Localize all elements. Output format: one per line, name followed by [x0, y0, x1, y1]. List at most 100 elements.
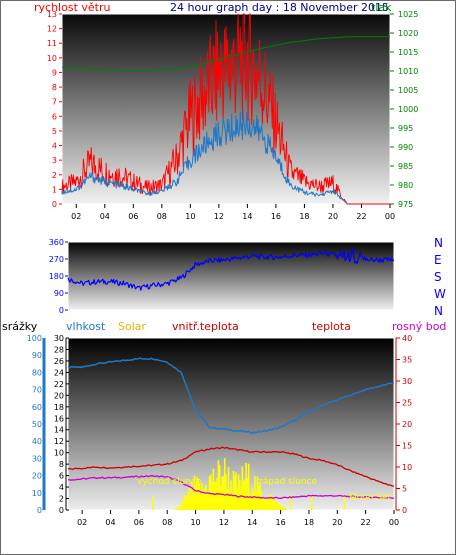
wind-x-tick-label: 12: [214, 212, 224, 221]
wind-y-tick-label: 0: [52, 200, 57, 209]
wind-y-tick-label: 2: [52, 171, 57, 180]
compass-label: W: [434, 287, 446, 301]
solar-y-tick-label: 6: [59, 472, 64, 481]
compass-label: S: [434, 270, 442, 284]
solar-y-tick-label: 20: [54, 391, 64, 400]
solar-y-tick-label: 0: [59, 506, 64, 515]
temp-x-tick-label: 14: [247, 518, 257, 527]
temp-x-tick-label: 18: [304, 518, 314, 527]
solar-y-tick-label: 18: [54, 403, 64, 412]
direction-y-tick-label: 270: [49, 255, 64, 264]
solar-y-tick-label: 2: [59, 495, 64, 504]
solar-y-tick-label: 30: [54, 334, 64, 343]
wind-x-tick-label: 04: [100, 212, 110, 221]
pressure-y-tick-label: 1010: [398, 67, 418, 76]
wind-y-tick-label: 10: [47, 54, 57, 63]
temp-y-tick-label: 35: [402, 356, 412, 365]
wind-y-tick-label: 1: [52, 185, 57, 194]
humidity-y-tick-label: 60: [32, 403, 42, 412]
temp-y-tick-label: 25: [402, 399, 412, 408]
temp-x-tick-label: 12: [219, 518, 229, 527]
temperature-panel-plot-area: [67, 337, 395, 511]
temperature-panel-layer: 0102030405060708090100024681012141618202…: [27, 334, 412, 527]
humidity-axis-label: vlhkost: [66, 320, 106, 333]
wind-speed-series-line: [61, 13, 390, 205]
dewpoint-axis-label: rosný bod: [392, 320, 446, 333]
wind-x-tick-label: 06: [128, 212, 138, 221]
temp-y-tick-label: 0: [402, 506, 407, 515]
temperature-axis-label: teplota: [312, 320, 351, 333]
moonset-annotation: Moon Set: [349, 493, 392, 503]
wind-y-tick-label: 7: [52, 98, 57, 107]
compass-label: N: [434, 236, 443, 250]
humidity-y-tick-label: 20: [32, 472, 42, 481]
sunrise-annotation: východ slunce: [137, 477, 202, 487]
wind-y-tick-label: 4: [52, 142, 57, 151]
wind-x-tick-label: 08: [157, 212, 167, 221]
solar-axis-label: Solar: [118, 320, 147, 333]
wind-direction-series-line: [67, 247, 394, 291]
solar-y-tick-label: 8: [59, 460, 64, 469]
pressure-y-tick-label: 1005: [398, 86, 418, 95]
pressure-series-line: [61, 36, 390, 72]
humidity-y-tick-label: 50: [32, 420, 42, 429]
compass-label: E: [434, 253, 442, 267]
direction-y-tick-label: 180: [49, 272, 64, 281]
wind-x-tick-label: 22: [356, 212, 366, 221]
temp-y-tick-label: 40: [402, 334, 412, 343]
solar-y-tick-label: 14: [54, 426, 64, 435]
humidity-y-tick-label: 80: [32, 368, 42, 377]
wind-x-tick-label: 20: [328, 212, 338, 221]
wind-y-tick-label: 11: [47, 39, 57, 48]
direction-y-tick-label: 90: [54, 289, 64, 298]
humidity-y-tick-label: 70: [32, 386, 42, 395]
chart-title: 24 hour graph day : 18 November 2015: [170, 1, 389, 14]
temp-x-tick-label: 10: [190, 518, 200, 527]
wind-x-tick-label: 16: [271, 212, 281, 221]
wind-x-tick-label: 00: [385, 212, 395, 221]
wind-y-tick-label: 12: [47, 25, 57, 34]
pressure-axis-label: tlak: [371, 1, 392, 14]
pressure-y-tick-label: 1015: [398, 48, 418, 57]
pressure-y-tick-label: 985: [398, 162, 413, 171]
inside-temp-axis-label: vnitř.teplota: [172, 320, 239, 333]
temp-x-tick-label: 00: [389, 518, 399, 527]
temp-y-tick-label: 10: [402, 463, 412, 472]
temp-y-tick-label: 30: [402, 377, 412, 386]
wind-y-tick-label: 13: [47, 10, 57, 19]
humidity-y-tick-label: 30: [32, 454, 42, 463]
solar-y-tick-label: 28: [54, 345, 64, 354]
solar-y-tick-label: 24: [54, 368, 64, 377]
humidity-y-tick-label: 100: [27, 334, 42, 343]
wind-y-tick-label: 3: [52, 156, 57, 165]
pressure-y-tick-label: 975: [398, 200, 413, 209]
solar-y-tick-label: 4: [59, 483, 64, 492]
wind-y-tick-label: 8: [52, 83, 57, 92]
wind-x-tick-label: 10: [185, 212, 195, 221]
humidity-y-tick-label: 40: [32, 437, 42, 446]
temp-x-tick-label: 22: [361, 518, 371, 527]
wind-y-tick-label: 5: [52, 127, 57, 136]
wind-axis-label: rychlost větru: [34, 1, 110, 14]
temperature-series-line: [67, 446, 395, 487]
solar-y-tick-label: 10: [54, 449, 64, 458]
temp-y-tick-label: 5: [402, 485, 407, 494]
temp-x-tick-label: 20: [332, 518, 342, 527]
temp-x-tick-label: 16: [276, 518, 286, 527]
wind-y-tick-label: 6: [52, 112, 57, 121]
compass-label: N: [434, 304, 443, 318]
temp-y-tick-label: 20: [402, 420, 412, 429]
direction-panel-plot-area: [67, 241, 395, 311]
gust-series-line: [61, 108, 348, 205]
pressure-y-tick-label: 1025: [398, 10, 418, 19]
temp-x-tick-label: 08: [162, 518, 172, 527]
humidity-series-line: [67, 357, 395, 435]
solar-y-tick-label: 22: [54, 380, 64, 389]
dewpoint-series-line: [67, 475, 395, 499]
humidity-y-tick-label: 90: [32, 351, 42, 360]
humidity-y-tick-label: 10: [32, 489, 42, 498]
wind-x-tick-label: 02: [71, 212, 81, 221]
solar-y-tick-label: 26: [54, 357, 64, 366]
